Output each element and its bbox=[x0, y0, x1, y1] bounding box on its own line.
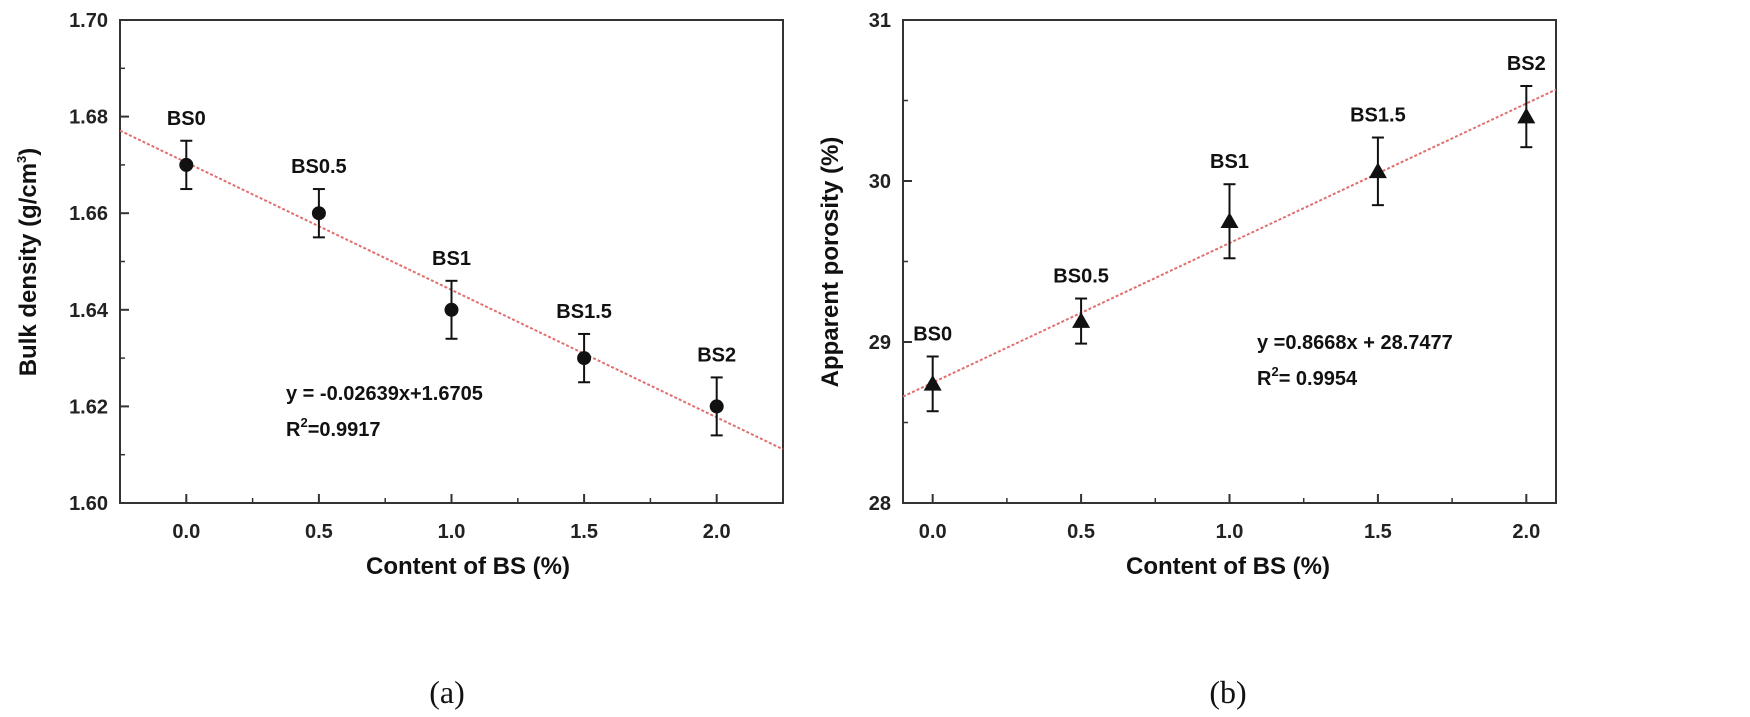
y-tick-label: 30 bbox=[869, 171, 891, 193]
chart-b-frame bbox=[902, 19, 1557, 504]
data-point bbox=[1517, 107, 1536, 124]
chart-b-equation: y =0.8668x + 28.7477 bbox=[1257, 332, 1453, 354]
chart-b-panel-label: (b) bbox=[1209, 674, 1246, 710]
y-tick-label: 31 bbox=[869, 10, 891, 32]
data-point bbox=[1368, 162, 1387, 179]
point-label: BS1 bbox=[432, 248, 471, 270]
point-label: BS0 bbox=[913, 323, 952, 345]
y-tick-label: 1.60 bbox=[69, 493, 108, 515]
chart-a-ylabel: Bulk density (g/cm3) bbox=[14, 148, 42, 377]
point-label: BS0.5 bbox=[291, 156, 347, 178]
point-label: BS1.5 bbox=[556, 301, 612, 323]
data-point bbox=[1072, 312, 1091, 328]
chart-b-ylabel: Apparent porosity (%) bbox=[817, 137, 844, 388]
y-tick-label: 1.64 bbox=[69, 300, 109, 322]
chart-a-panel-label: (a) bbox=[429, 674, 465, 710]
y-tick-label: 1.66 bbox=[69, 203, 108, 225]
data-point bbox=[577, 351, 592, 366]
data-point bbox=[709, 399, 724, 414]
y-tick-label: 1.62 bbox=[69, 396, 108, 418]
point-label: BS0.5 bbox=[1053, 266, 1109, 288]
data-point bbox=[311, 206, 326, 221]
data-point bbox=[1220, 212, 1239, 228]
x-tick-label: 1.5 bbox=[1364, 521, 1392, 543]
x-tick-label: 1.5 bbox=[570, 521, 598, 543]
chart-a-points: BS0 BS0.5 BS1 BS1.5 BS2 bbox=[167, 108, 736, 437]
chart-b-xlabel: Content of BS (%) bbox=[1126, 553, 1330, 580]
y-tick-label: 28 bbox=[869, 493, 891, 515]
x-tick-label: 0.5 bbox=[305, 521, 333, 543]
x-tick-label: 2.0 bbox=[703, 521, 731, 543]
x-tick-label: 1.0 bbox=[1216, 521, 1244, 543]
x-tick-label: 2.0 bbox=[1512, 521, 1540, 543]
chart-b: 0.0 0.5 1.0 1.5 2.0 28 29 30 31 BS0 BS0.5 BS1 BS1.5… bbox=[817, 10, 1557, 710]
x-tick-label: 1.0 bbox=[438, 521, 466, 543]
chart-a-ticks: 0.0 0.5 1.0 1.5 2.0 1.60 1.62 1.64 1.66 1.68 1.70 bbox=[69, 10, 731, 543]
chart-a-xlabel: Content of BS (%) bbox=[366, 553, 570, 580]
chart-a: 0.0 0.5 1.0 1.5 2.01.601.621.641.661.681.70 … bbox=[14, 10, 784, 710]
chart-b-ticks: 0.0 0.5 1.0 1.5 2.0 28 29 30 31 bbox=[869, 10, 1540, 543]
chart-b-r2: R2= 0.9954 bbox=[1257, 364, 1358, 390]
data-point bbox=[923, 374, 942, 391]
data-point bbox=[179, 157, 194, 172]
y-tick-label: 1.70 bbox=[69, 10, 108, 32]
point-label: BS0 bbox=[167, 108, 206, 130]
y-tick-label: 1.68 bbox=[69, 107, 108, 129]
point-label: BS1 bbox=[1210, 151, 1249, 173]
point-label: BS2 bbox=[697, 344, 736, 366]
point-label: BS2 bbox=[1507, 53, 1546, 75]
x-tick-label: 0.0 bbox=[919, 521, 947, 543]
data-point bbox=[444, 302, 459, 317]
x-tick-label: 0.0 bbox=[172, 521, 200, 543]
y-tick-label: 29 bbox=[869, 332, 891, 354]
x-tick-label: 0.5 bbox=[1067, 521, 1095, 543]
chart-a-equation: y = -0.02639x+1.6705 bbox=[286, 383, 483, 405]
point-label: BS1.5 bbox=[1350, 105, 1406, 127]
chart-a-r2: R2=0.9917 bbox=[286, 415, 381, 441]
chart-b-points: BS0 BS0.5 BS1 BS1.5 BS2 bbox=[913, 53, 1546, 413]
